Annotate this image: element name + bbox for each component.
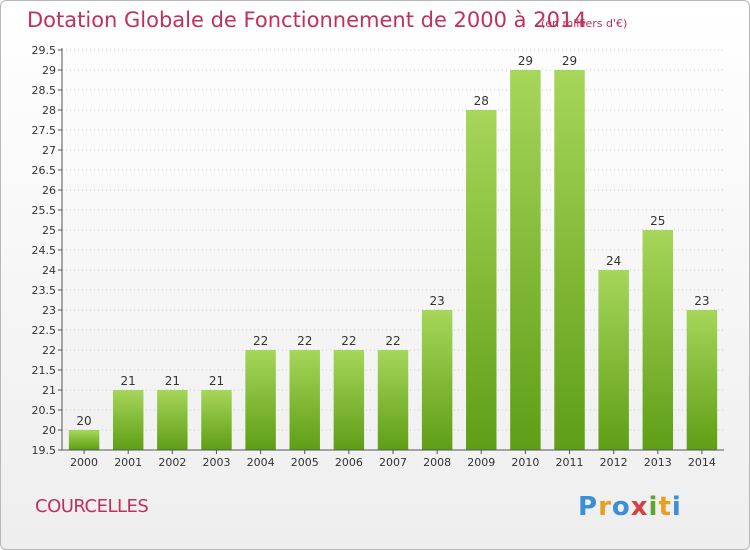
x-tick-label: 2005 [291,456,319,469]
y-tick-label: 25.5 [32,204,57,217]
bar [377,350,409,450]
x-tick-label: 2002 [158,456,186,469]
y-tick-label: 28 [42,104,56,117]
bar [333,350,365,450]
y-tick-label: 29.5 [32,44,57,57]
x-tick-label: 2010 [511,456,539,469]
x-tick-label: 2011 [556,456,584,469]
y-tick-label: 20 [42,424,56,437]
commune-name: COURCELLES [35,496,149,517]
bar [201,390,232,450]
bar [598,270,629,450]
y-tick-label: 23.5 [32,284,57,297]
chart-title: Dotation Globale de Fonctionnement de 20… [27,8,587,32]
proxiti-logo: Proxiti [578,485,698,529]
svg-text:Proxiti: Proxiti [578,492,682,522]
x-tick-label: 2012 [600,456,628,469]
y-tick-label: 22.5 [32,324,57,337]
bar-value-label: 22 [253,334,268,348]
y-tick-label: 27.5 [32,124,57,137]
y-tick-label: 22 [42,344,56,357]
y-tick-label: 29 [42,64,56,77]
chart-unit: (en milliers d'€) [541,17,628,30]
bar [510,70,541,450]
axes: 19.5 20 20.5 21 21.5 22 22.5 23 23.5 24 24.5 25 25.5… [32,44,724,469]
bar [112,390,144,450]
y-tick-label: 20.5 [32,404,57,417]
bar [289,350,320,450]
y-tick-label: 27 [42,144,56,157]
bar-value-label: 28 [474,94,489,108]
y-tick-label: 19.5 [32,444,57,457]
bar-value-label: 24 [606,254,621,268]
bar-value-label: 22 [385,334,400,348]
y-tick-label: 24.5 [32,244,57,257]
bar [157,390,188,450]
x-tick-label: 2006 [335,456,363,469]
x-tick-label: 2003 [202,456,230,469]
bar [686,310,718,450]
y-tick-label: 25 [42,224,56,237]
bar-value-label: 23 [694,294,709,308]
bar-value-label: 29 [562,54,577,68]
bar [421,310,453,450]
bar [68,430,100,450]
bar [642,230,674,450]
y-tick-label: 21.5 [32,364,57,377]
y-tick-label: 23 [42,304,56,317]
bars: 20 21 21 21 22 22 22 22 23 28 29 29 24 25 23 [68,54,718,450]
bar-value-label: 22 [297,334,312,348]
bar-value-label: 29 [518,54,533,68]
bar-value-label: 21 [209,374,224,388]
y-tick-label: 26.5 [32,164,57,177]
bar-value-label: 21 [165,374,180,388]
x-tick-label: 2001 [114,456,142,469]
bar-value-label: 23 [429,294,444,308]
x-tick-label: 2014 [688,456,716,469]
bar [245,350,276,450]
x-tick-label: 2008 [423,456,451,469]
bar-value-label: 25 [650,214,665,228]
y-tick-label: 26 [42,184,56,197]
x-tick-label: 2004 [247,456,275,469]
bar-value-label: 20 [76,414,91,428]
y-tick-label: 24 [42,264,56,277]
x-tick-label: 2007 [379,456,407,469]
y-tick-label: 21 [42,384,56,397]
x-tick-label: 2009 [467,456,495,469]
bar-value-label: 22 [341,334,356,348]
bar [554,70,585,450]
y-tick-label: 28.5 [32,84,57,97]
x-tick-label: 2013 [644,456,672,469]
bar-value-label: 21 [121,374,136,388]
bar [466,110,497,450]
x-tick-label: 2000 [70,456,98,469]
